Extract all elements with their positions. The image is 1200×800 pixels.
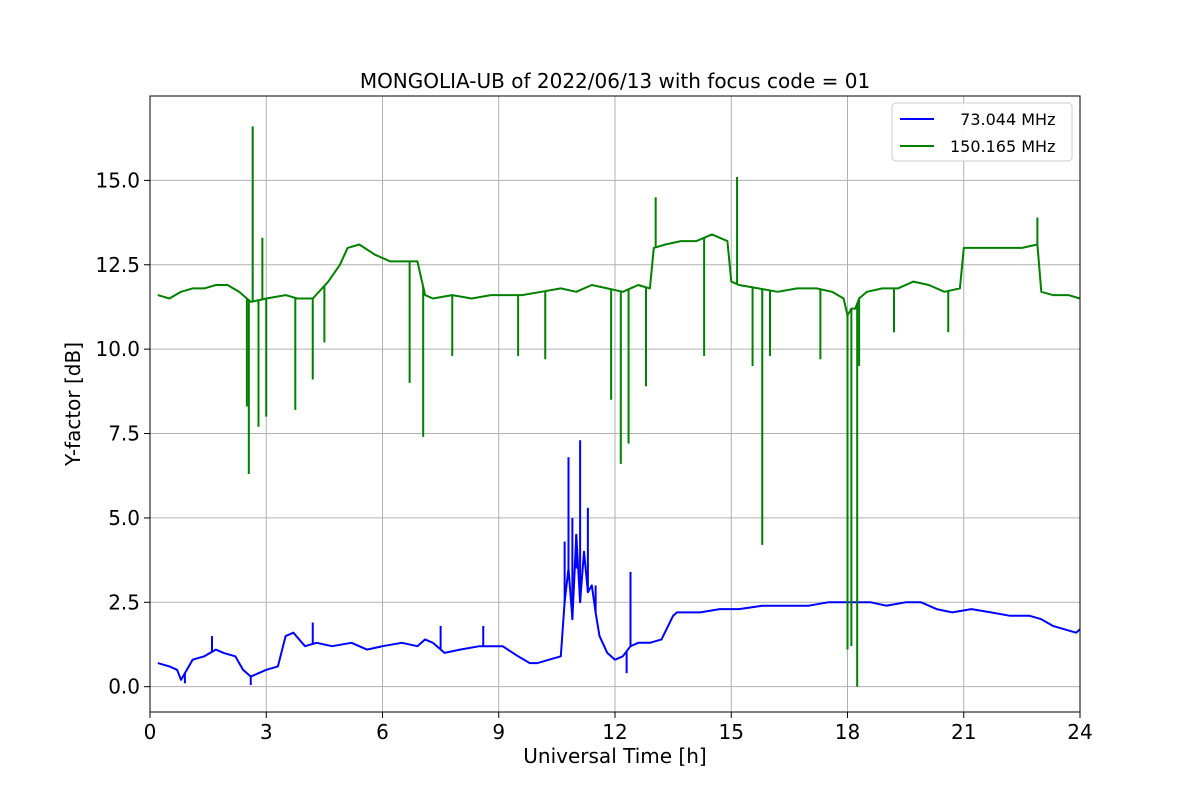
x-tick-label: 24 bbox=[1067, 720, 1092, 744]
chart-title: MONGOLIA-UB of 2022/06/13 with focus cod… bbox=[360, 69, 870, 93]
y-tick-label: 15.0 bbox=[95, 168, 140, 192]
x-tick-label: 9 bbox=[492, 720, 505, 744]
x-tick-label: 0 bbox=[144, 720, 157, 744]
grid bbox=[149, 96, 1081, 712]
y-axis-label: Y-factor [dB] bbox=[61, 342, 85, 467]
x-tick-label: 21 bbox=[951, 720, 976, 744]
series-73mhz bbox=[157, 440, 1081, 685]
legend-box bbox=[891, 102, 1073, 162]
series-line-150mhz bbox=[157, 233, 1081, 317]
y-tick-label: 0.0 bbox=[108, 675, 140, 699]
legend-label-73mhz: 73.044 MHz bbox=[950, 110, 1055, 129]
x-tick-label: 3 bbox=[260, 720, 273, 744]
y-tick-label: 5.0 bbox=[108, 506, 140, 530]
legend-label-150mhz: 150.165 MHz bbox=[950, 137, 1055, 156]
y-tick-label: 10.0 bbox=[95, 337, 140, 361]
series-line-73mhz bbox=[157, 533, 1081, 681]
x-tick-label: 15 bbox=[719, 720, 744, 744]
x-axis: 0 3 6 9 12 15 18 21 24 bbox=[144, 712, 1093, 744]
y-tick-label: 2.5 bbox=[108, 590, 140, 614]
legend: 73.044 MHz 150.165 MHz bbox=[891, 102, 1073, 162]
y-tick-label: 12.5 bbox=[95, 253, 140, 277]
x-axis-label: Universal Time [h] bbox=[523, 744, 706, 768]
x-tick-label: 12 bbox=[602, 720, 627, 744]
series-150mhz bbox=[157, 126, 1081, 687]
y-tick-label: 7.5 bbox=[108, 422, 140, 446]
x-tick-label: 6 bbox=[376, 720, 389, 744]
x-tick-label: 18 bbox=[835, 720, 860, 744]
series-layer bbox=[157, 126, 1081, 687]
y-axis: 0.0 2.5 5.0 7.5 10.0 12.5 15.0 bbox=[95, 168, 150, 699]
